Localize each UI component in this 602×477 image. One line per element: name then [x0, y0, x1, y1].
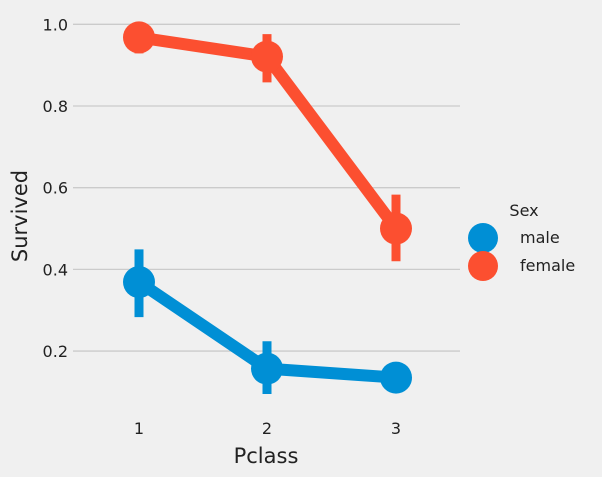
- legend-item-female: female: [468, 251, 575, 281]
- y-axis-label: Survived: [8, 170, 32, 262]
- y-tick-label: 0.4: [43, 260, 68, 279]
- y-tick-labels: 0.2 0.4 0.6 0.8 1.0: [43, 15, 68, 361]
- legend-item-male: male: [468, 223, 560, 253]
- data-point: [380, 212, 412, 245]
- series-female: [123, 21, 412, 262]
- data-point: [123, 21, 155, 54]
- series-layer: [123, 21, 412, 394]
- x-tick-label: 2: [262, 419, 272, 438]
- y-tick-label: 0.6: [43, 179, 68, 198]
- x-tick-label: 3: [391, 419, 401, 438]
- legend-marker-male: [468, 223, 498, 253]
- legend-label-male: male: [520, 228, 560, 247]
- data-point: [123, 266, 155, 299]
- x-tick-labels: 1 2 3: [134, 419, 401, 438]
- legend-marker-female: [468, 251, 498, 281]
- y-tick-label: 0.8: [43, 97, 68, 116]
- legend-title: Sex: [509, 201, 538, 220]
- series-male: [123, 249, 412, 394]
- legend-label-female: female: [520, 256, 575, 275]
- data-point: [251, 352, 283, 385]
- legend: Sex male female: [468, 201, 575, 281]
- data-point: [251, 40, 283, 73]
- y-tick-label: 0.2: [43, 342, 68, 361]
- data-point: [380, 361, 412, 394]
- y-tick-label: 1.0: [43, 15, 68, 34]
- x-axis-label: Pclass: [234, 444, 299, 468]
- x-tick-label: 1: [134, 419, 144, 438]
